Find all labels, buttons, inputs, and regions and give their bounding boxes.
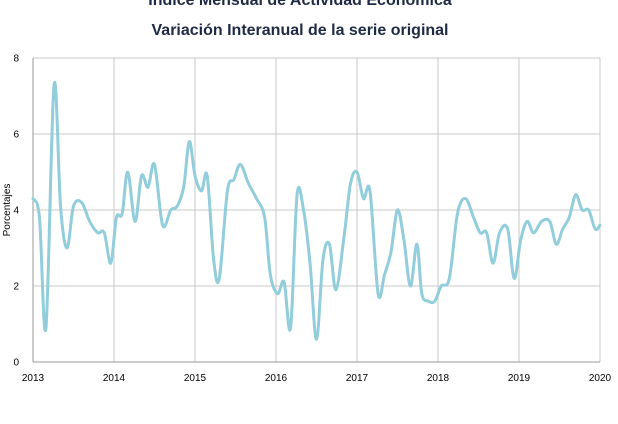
y-tick-label: 4 [13, 206, 19, 217]
x-tick-label: 2014 [103, 373, 126, 384]
x-tick-label: 2018 [427, 373, 450, 384]
x-tick-label: 2016 [265, 373, 288, 384]
grid-lines [32, 57, 601, 363]
y-tick-label: 8 [13, 54, 19, 65]
x-tick-label: 2020 [589, 373, 612, 384]
y-tick-label: 6 [13, 130, 19, 141]
chart-subtitle: Variación Interanual de la serie origina… [151, 22, 449, 39]
x-tick-label: 2019 [508, 373, 531, 384]
x-tick-labels: 2013 2014 2015 2016 2017 2018 2019 2020 [22, 373, 612, 384]
x-tick-label: 2013 [22, 373, 45, 384]
x-tick-label: 2015 [184, 373, 207, 384]
axes [32, 58, 600, 363]
series-line [31, 80, 602, 341]
y-tick-label: 2 [13, 282, 19, 293]
y-tick-labels: 0 2 4 6 8 [13, 54, 19, 369]
y-tick-label: 0 [13, 358, 19, 369]
chart-title: Índice Mensual de Actividad Económica [148, 0, 452, 9]
x-tick-label: 2017 [346, 373, 369, 384]
y-axis-label: Porcentajes [2, 184, 13, 237]
